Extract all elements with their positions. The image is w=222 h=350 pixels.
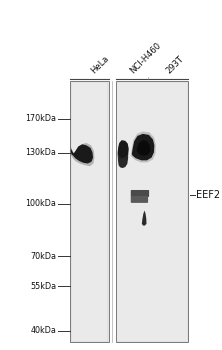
Polygon shape	[70, 143, 94, 166]
Text: 55kDa: 55kDa	[30, 282, 56, 290]
Text: 100kDa: 100kDa	[25, 199, 56, 208]
FancyBboxPatch shape	[131, 196, 148, 203]
Polygon shape	[71, 144, 93, 163]
Bar	[117, 83, 187, 341]
Polygon shape	[137, 140, 150, 156]
Polygon shape	[132, 134, 154, 160]
Text: 293T: 293T	[164, 55, 185, 76]
Polygon shape	[118, 154, 128, 168]
Bar	[116, 81, 188, 342]
Polygon shape	[131, 131, 156, 162]
Text: 70kDa: 70kDa	[30, 252, 56, 260]
Text: 40kDa: 40kDa	[30, 326, 56, 335]
Polygon shape	[118, 140, 129, 159]
Text: 170kDa: 170kDa	[25, 114, 56, 123]
Text: EEF2: EEF2	[196, 190, 220, 200]
Text: NCI-H460: NCI-H460	[128, 41, 162, 76]
Text: HeLa: HeLa	[89, 54, 111, 76]
Bar	[70, 81, 109, 342]
Text: 130kDa: 130kDa	[25, 148, 56, 157]
Polygon shape	[142, 211, 147, 225]
FancyBboxPatch shape	[131, 190, 149, 197]
Bar	[72, 83, 107, 341]
